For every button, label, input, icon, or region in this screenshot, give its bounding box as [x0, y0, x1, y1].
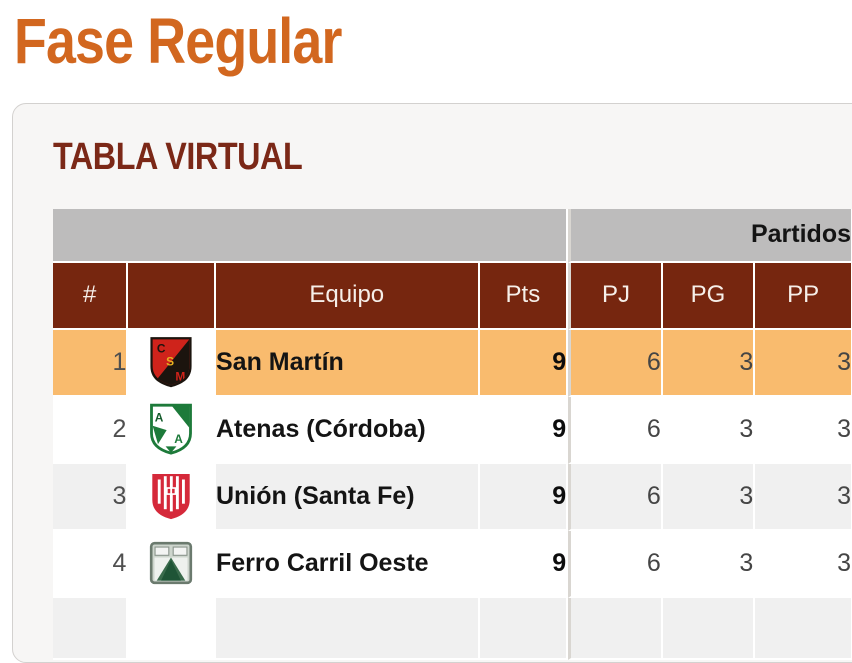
svg-text:A: A	[174, 432, 183, 446]
standings-card: TABLA VIRTUAL Partidos # Equipo Pts PJ P…	[12, 103, 852, 663]
group-header-spacer	[53, 208, 569, 263]
row-position: 2	[53, 396, 129, 464]
col-header-pj[interactable]: PJ	[568, 262, 663, 330]
col-header-pg[interactable]: PG	[662, 262, 756, 330]
team-name: San Martín	[215, 329, 480, 397]
san-martin-crest-icon: C S M	[150, 337, 192, 388]
team-name: Atenas (Córdoba)	[215, 396, 480, 464]
atenas-crest-icon: A A	[150, 403, 193, 455]
games-lost: 3	[755, 396, 852, 464]
svg-text:A: A	[155, 411, 164, 425]
table-row: 3 Unión (Santa	[53, 463, 852, 531]
svg-text:S: S	[166, 354, 174, 368]
points-value: 9	[479, 530, 569, 598]
page-title-text: Fase Regular	[14, 5, 342, 77]
table-row: 4 Ferro Carril Oeste 9 6 3 3	[53, 530, 852, 598]
ferro-crest-icon	[150, 542, 193, 585]
team-logo-cell: C S M	[128, 329, 216, 397]
team-logo-cell: A A	[128, 396, 216, 464]
points-value: 9	[479, 396, 569, 464]
card-heading: TABLA VIRTUAL	[53, 136, 852, 180]
games-lost: 3	[755, 329, 852, 397]
games-won: 3	[662, 396, 756, 464]
page-title: Fase Regular	[14, 5, 404, 77]
group-header-partidos: Partidos	[568, 208, 852, 263]
col-header-pts[interactable]: Pts	[479, 262, 569, 330]
union-crest-icon	[152, 474, 190, 520]
table-row: 1 C S M San Martín 9 6 3 3	[53, 329, 852, 397]
row-position: 3	[53, 463, 129, 531]
col-header-pp[interactable]: PP	[755, 262, 852, 330]
games-lost: 3	[755, 530, 852, 598]
points-value: 9	[479, 463, 569, 531]
col-header-logo	[128, 262, 216, 330]
svg-text:C: C	[157, 341, 166, 355]
col-header-team[interactable]: Equipo	[215, 262, 480, 330]
games-played: 6	[568, 329, 663, 397]
points-value: 9	[479, 329, 569, 397]
svg-text:M: M	[176, 370, 186, 384]
team-logo-cell	[128, 530, 216, 598]
col-header-pos[interactable]: #	[53, 262, 129, 330]
column-header-row: # Equipo Pts PJ PG PP	[53, 262, 852, 330]
row-position: 4	[53, 530, 129, 598]
standings-table: Partidos # Equipo Pts PJ PG PP 1 C	[53, 208, 852, 660]
group-header-row: Partidos	[53, 208, 852, 263]
games-lost: 3	[755, 463, 852, 531]
games-won: 3	[662, 329, 756, 397]
team-logo-cell	[128, 463, 216, 531]
table-row: 2 A A Atenas (Córdoba) 9 6 3 3	[53, 396, 852, 464]
games-won: 3	[662, 463, 756, 531]
games-played: 6	[568, 530, 663, 598]
games-won: 3	[662, 530, 756, 598]
games-played: 6	[568, 463, 663, 531]
team-name: Unión (Santa Fe)	[215, 463, 480, 531]
card-heading-text: TABLA VIRTUAL	[53, 136, 303, 178]
team-name: Ferro Carril Oeste	[215, 530, 480, 598]
games-played: 6	[568, 396, 663, 464]
row-position: 1	[53, 329, 129, 397]
